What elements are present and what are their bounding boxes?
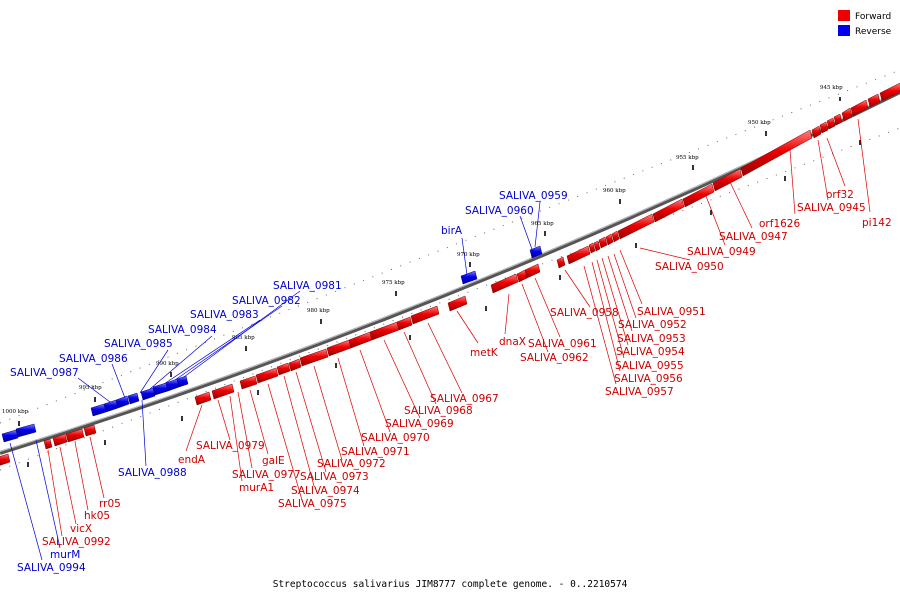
gene-label: SALIVA_0954 [616,346,685,358]
gene-label: SALIVA_0986 [59,353,128,365]
gene-label: SALIVA_0994 [17,562,86,574]
gene-label: SALIVA_0947 [719,231,788,243]
lower-dotted-line [0,127,900,471]
legend: Forward Reverse [838,10,892,37]
gene-label: SALIVA_0960 [465,205,534,217]
gene-label: SALIVA_0952 [618,319,687,331]
scale-labels: 945 kbp 950 kbp 955 kbp 960 kbp 965 kbp … [2,85,843,415]
major-ticks [18,97,841,426]
gene-label: SALIVA_0971 [341,446,410,458]
gene-label: rr05 [99,498,121,510]
gene-label: SALIVA_0949 [687,246,756,258]
gene-label: SALIVA_0985 [104,338,173,350]
scale-label: 965 kbp [531,221,554,227]
scale-label: 1000 kbp [2,409,29,415]
gene-label: metK [470,347,499,359]
legend-forward-swatch [838,10,850,21]
gene-label: SALIVA_0945 [797,202,866,214]
gene-label: SALIVA_0973 [300,471,369,483]
reverse-genes [1,245,543,443]
gene-label: SALIVA_0968 [404,405,473,417]
gene-label: SALIVA_0984 [148,324,217,336]
legend-reverse-swatch [838,25,850,36]
gene-label: SALIVA_0981 [273,280,342,292]
gene-label: hk05 [84,510,110,522]
lower-ticks [27,140,861,467]
scale-label: 985 kbp [232,335,255,341]
gene-label: SALIVA_0950 [655,261,724,273]
scale-label: 995 kbp [79,385,102,391]
gene-label: SALIVA_0961 [528,338,597,350]
legend-forward-label: Forward [855,12,891,22]
leader-lines [9,118,871,561]
gene-label: SALIVA_0969 [385,418,454,430]
gene-label: birA [441,225,463,237]
gene-label: SALIVA_0972 [317,458,386,470]
legend-reverse-label: Reverse [855,27,892,37]
scale-label: 950 kbp [748,120,771,126]
gene-label: SALIVA_0957 [605,386,674,398]
scale-label: 975 kbp [382,280,405,286]
gene-label: murA1 [239,482,274,494]
scale-label: 960 kbp [603,188,626,194]
gene-label: SALIVA_0970 [361,432,430,444]
gene-label: SALIVA_0987 [10,367,79,379]
gene-label: SALIVA_0951 [637,306,706,318]
scale-label: 955 kbp [676,155,699,161]
gene-label: SALIVA_0959 [499,190,568,202]
figure-caption: Streptococcus salivarius JIM8777 complet… [273,579,628,590]
gene-label: SALIVA_0988 [118,467,187,479]
scale-label: 945 kbp [820,85,843,91]
scale-label: 980 kbp [307,308,330,314]
gene-label: murM [50,549,80,561]
gene-label: SALIVA_0962 [520,352,589,364]
gene-label: SALIVA_0983 [190,309,259,321]
gene-label: endA [178,454,206,466]
gene-label: SALIVA_0974 [291,485,360,497]
gene-labels: orf32 SALIVA_0945 pi142 orf1626 SALIVA_0… [10,189,892,574]
gene-label: vicX [70,523,92,535]
scale-label: 990 kbp [156,361,179,367]
gene-label: SALIVA_0979 [196,440,265,452]
gene-label: orf32 [826,189,854,201]
gene-label: galE [262,455,285,467]
scale-label: 970 kbp [457,252,480,258]
gene-label: SALIVA_0967 [430,393,499,405]
gene-label: dnaX [499,336,526,348]
gene-label: SALIVA_0953 [617,333,686,345]
gene-label: SALIVA_0958 [550,307,619,319]
gene-label: pi142 [862,217,892,229]
gene-label: SALIVA_0955 [615,360,684,372]
gene-label: SALIVA_0977 [232,469,301,481]
gene-label: SALIVA_0992 [42,536,111,548]
gene-label: SALIVA_0956 [614,373,683,385]
gene-label: SALIVA_0982 [232,295,301,307]
gene-label: SALIVA_0975 [278,498,347,510]
gene-label: orf1626 [759,218,800,230]
forward-genes [0,82,900,466]
